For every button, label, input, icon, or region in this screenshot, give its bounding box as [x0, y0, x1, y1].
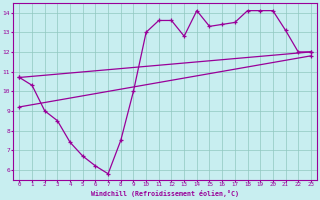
X-axis label: Windchill (Refroidissement éolien,°C): Windchill (Refroidissement éolien,°C) — [91, 190, 239, 197]
